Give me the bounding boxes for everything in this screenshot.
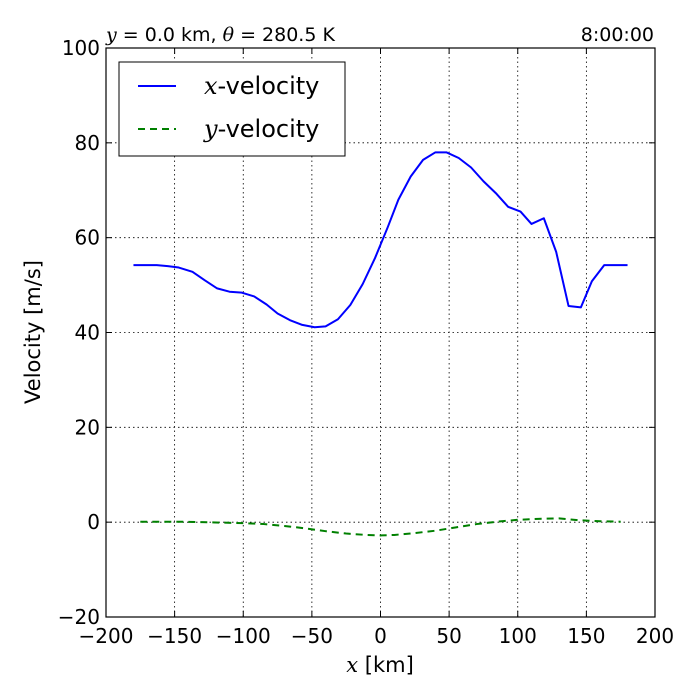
legend-label-x-velocity: x-velocity bbox=[204, 72, 319, 100]
x-axis-label: x [km] bbox=[346, 653, 414, 677]
y-tick-label: 80 bbox=[75, 131, 100, 155]
x-tick-label: −100 bbox=[216, 624, 271, 648]
header-y-value: = 0.0 km, bbox=[117, 24, 223, 46]
series-line-x-velocity bbox=[133, 151, 628, 329]
x-axis-label-unit: [km] bbox=[358, 653, 414, 677]
x-tick-label: −200 bbox=[79, 624, 134, 648]
y-axis-label: Velocity [m/s] bbox=[21, 260, 45, 404]
tick-layer: −200 −150 −100 −50 0 50 100 150 200−200204060801… bbox=[58, 36, 674, 648]
legend-y-symbol: y bbox=[203, 115, 218, 143]
x-tick-label: 0 bbox=[374, 624, 387, 648]
y-tick-label: 100 bbox=[62, 36, 100, 60]
header-y-symbol: y bbox=[105, 24, 117, 46]
y-tick-label: 40 bbox=[75, 321, 100, 345]
grid bbox=[106, 48, 655, 617]
series-layer bbox=[133, 151, 628, 537]
legend-x-suffix: -velocity bbox=[218, 72, 320, 100]
y-tick-label: 20 bbox=[75, 415, 100, 439]
legend: x-velocity y-velocity bbox=[118, 61, 346, 157]
x-tick-label: 50 bbox=[436, 624, 461, 648]
y-tick-label: 60 bbox=[75, 226, 100, 250]
x-tick-label: −50 bbox=[291, 624, 333, 648]
header-time: 8:00:00 bbox=[581, 24, 654, 46]
header-theta-symbol: θ bbox=[223, 24, 235, 46]
legend-label-y-velocity: y-velocity bbox=[203, 115, 319, 143]
legend-box bbox=[118, 61, 346, 157]
x-tick-label: 150 bbox=[567, 624, 605, 648]
header-theta-value: = 280.5 K bbox=[234, 24, 335, 46]
x-tick-label: 200 bbox=[636, 624, 674, 648]
y-tick-label: −20 bbox=[58, 605, 100, 629]
header-location-text: y = 0.0 km, θ = 280.5 K bbox=[105, 24, 335, 46]
legend-x-symbol: x bbox=[204, 72, 218, 100]
x-tick-label: 100 bbox=[499, 624, 537, 648]
x-axis-label-symbol: x bbox=[346, 653, 358, 677]
series-line-y-velocity bbox=[140, 517, 621, 537]
y-tick-label: 0 bbox=[87, 510, 100, 534]
legend-y-suffix: -velocity bbox=[218, 115, 320, 143]
x-tick-label: −150 bbox=[147, 624, 202, 648]
